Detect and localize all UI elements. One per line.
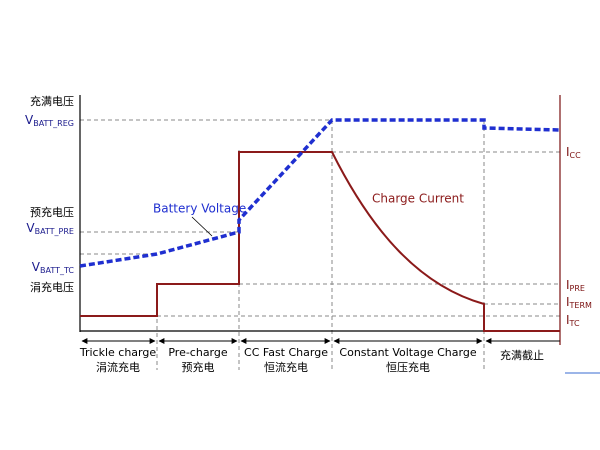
right-label: ITERM (566, 295, 592, 310)
right-label: ICC (566, 145, 581, 160)
right-label: ITC (566, 313, 580, 328)
left-label: 充满电压 (30, 94, 74, 108)
phase-label: 充满截止 (500, 348, 544, 362)
right-label: IPRE (566, 278, 585, 293)
phase-label: 恒流充电 (264, 360, 308, 374)
phase-label: 预充电 (182, 360, 215, 374)
current-curve (80, 151, 560, 332)
phase-label: Constant Voltage Charge (339, 346, 476, 359)
phase-label: CC Fast Charge (244, 346, 328, 359)
left-label: 预充电压 (30, 205, 74, 219)
phase-label: 恒压充电 (386, 360, 430, 374)
phase-label: Trickle charge (79, 346, 156, 359)
left-label: VBATT_REG (25, 113, 74, 128)
guides (80, 119, 560, 370)
left-label: VBATT_TC (32, 260, 75, 275)
left-label: VBATT_PRE (26, 221, 74, 236)
phase-label: Pre-charge (168, 346, 228, 359)
left-label: 涓充电压 (30, 280, 74, 294)
voltage-curve (79, 118, 561, 268)
callout (191, 216, 213, 237)
curve-label: Charge Current (372, 192, 464, 206)
curve-label: Battery Voltage (153, 202, 246, 216)
phase-label: 涓流充电 (96, 360, 140, 374)
